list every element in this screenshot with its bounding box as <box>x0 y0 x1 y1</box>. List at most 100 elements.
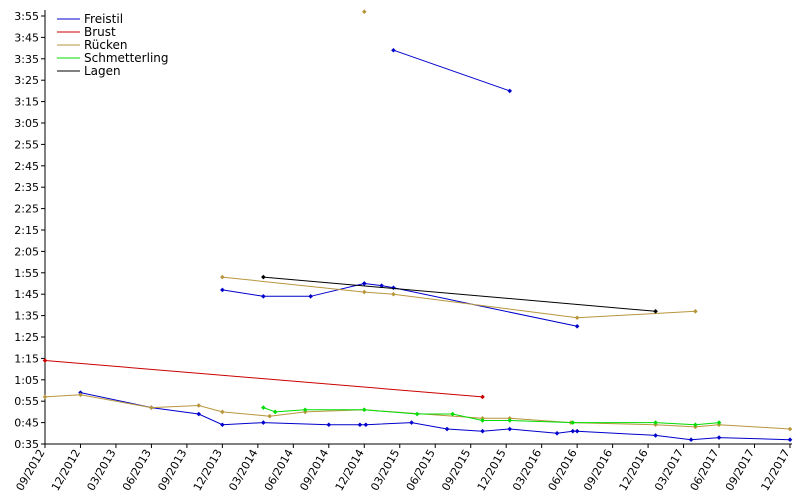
legend-label-rcken: Rücken <box>84 38 128 52</box>
data-point-freistil <box>326 422 332 428</box>
data-point-rcken <box>196 403 202 408</box>
data-point-rcken <box>267 413 272 419</box>
data-point-freistil <box>379 283 384 288</box>
data-point-rcken <box>42 394 48 400</box>
data-point-brust <box>42 358 48 363</box>
x-tick-label: 09/2016 <box>581 447 615 493</box>
data-point-freistil <box>574 324 580 329</box>
y-tick-label: 2:35 <box>14 181 39 194</box>
data-point-freistil <box>570 428 576 434</box>
y-tick-label: 2:15 <box>14 224 39 237</box>
y-tick-label: 1:05 <box>14 374 39 387</box>
data-point-freistil <box>261 420 266 425</box>
data-point-freistil <box>357 422 363 428</box>
series-line-brust <box>44 360 483 398</box>
data-point-freistil <box>480 428 485 434</box>
data-point-schmetterling <box>693 422 698 428</box>
x-tick-label: 09/2017 <box>723 447 757 493</box>
data-point-lagen <box>653 309 658 314</box>
y-tick-label: 3:45 <box>14 31 39 44</box>
y-tick-label: 3:25 <box>14 74 39 87</box>
series-line-freistil <box>364 283 578 327</box>
x-tick-label: 12/2015 <box>475 447 509 493</box>
y-tick-label: 1:25 <box>14 331 39 344</box>
x-tick-label: 12/2012 <box>49 447 83 493</box>
data-point-rcken <box>391 291 396 297</box>
y-tick-label: 2:55 <box>14 138 39 151</box>
data-point-rcken <box>78 392 83 398</box>
data-point-schmetterling <box>653 420 658 425</box>
x-tick-label: 06/2015 <box>404 447 438 493</box>
x-tick-label: 03/2017 <box>652 447 686 493</box>
x-tick-label: 12/2014 <box>333 447 367 493</box>
data-point-freistil <box>196 411 202 417</box>
legend-label-lagen: Lagen <box>84 64 121 78</box>
data-point-rcken <box>149 405 154 410</box>
x-tick-label: 06/2013 <box>120 447 154 493</box>
data-point-rcken <box>220 409 225 415</box>
data-point-schmetterling <box>570 420 576 425</box>
y-tick-label: 1:55 <box>14 267 39 280</box>
data-point-rcken <box>574 315 580 321</box>
x-tick-label: 12/2013 <box>191 447 225 493</box>
x-tick-label: 09/2012 <box>13 447 47 493</box>
x-tick-label: 03/2014 <box>226 447 260 493</box>
series-line-freistil <box>222 283 365 297</box>
data-point-freistil <box>444 426 450 432</box>
y-tick-label: 2:05 <box>14 245 39 258</box>
x-tick-label: 06/2014 <box>262 447 296 493</box>
x-tick-label: 09/2014 <box>297 447 331 493</box>
data-point-schmetterling <box>414 411 420 417</box>
data-point-freistil <box>261 294 266 299</box>
data-point-brust <box>480 394 485 400</box>
y-tick-label: 0:45 <box>14 417 39 430</box>
legend-label-schmetterling: Schmetterling <box>84 51 169 65</box>
data-point-schmetterling <box>272 409 278 415</box>
series-line-schmetterling <box>263 407 720 426</box>
series-line-freistil <box>80 392 791 441</box>
y-tick-label: 2:45 <box>14 160 39 173</box>
y-tick-label: 0:35 <box>14 438 39 451</box>
data-point-freistil <box>554 431 560 436</box>
data-point-freistil <box>507 426 513 432</box>
series-line-freistil <box>393 49 510 92</box>
data-point-rcken <box>361 9 367 15</box>
x-tick-label: 03/2013 <box>84 447 118 493</box>
legend-label-brust: Brust <box>84 25 116 39</box>
data-point-freistil <box>409 420 414 425</box>
data-point-freistil <box>391 47 396 53</box>
data-point-freistil <box>574 428 580 434</box>
x-tick-label: 03/2015 <box>368 447 402 493</box>
data-point-rcken <box>787 426 793 432</box>
y-tick-label: 3:55 <box>14 10 39 23</box>
y-tick-label: 0:55 <box>14 395 39 408</box>
x-tick-label: 09/2015 <box>439 447 473 493</box>
x-tick-label: 06/2016 <box>546 447 580 493</box>
x-tick-label: 06/2017 <box>688 447 722 493</box>
data-point-freistil <box>688 437 694 443</box>
data-point-freistil <box>391 285 396 291</box>
data-point-schmetterling <box>361 407 367 413</box>
series-line-lagen <box>263 276 656 312</box>
data-point-lagen <box>261 274 266 280</box>
y-tick-label: 3:35 <box>14 53 39 66</box>
y-tick-label: 1:15 <box>14 352 39 365</box>
data-point-freistil <box>787 437 793 443</box>
data-point-freistil <box>220 422 225 428</box>
x-tick-label: 09/2013 <box>155 447 189 493</box>
data-point-freistil <box>716 435 722 440</box>
data-point-schmetterling <box>261 405 266 410</box>
data-point-freistil <box>653 433 658 438</box>
data-point-schmetterling <box>716 420 722 425</box>
data-point-freistil <box>507 88 513 94</box>
data-point-schmetterling <box>302 407 308 413</box>
x-tick-label: 12/2016 <box>617 447 651 493</box>
data-point-schmetterling <box>507 418 513 423</box>
data-point-rcken <box>693 309 698 314</box>
x-tick-label: 12/2017 <box>758 447 792 493</box>
data-point-schmetterling <box>450 411 455 417</box>
y-tick-label: 1:45 <box>14 288 39 301</box>
data-point-freistil <box>220 287 225 293</box>
